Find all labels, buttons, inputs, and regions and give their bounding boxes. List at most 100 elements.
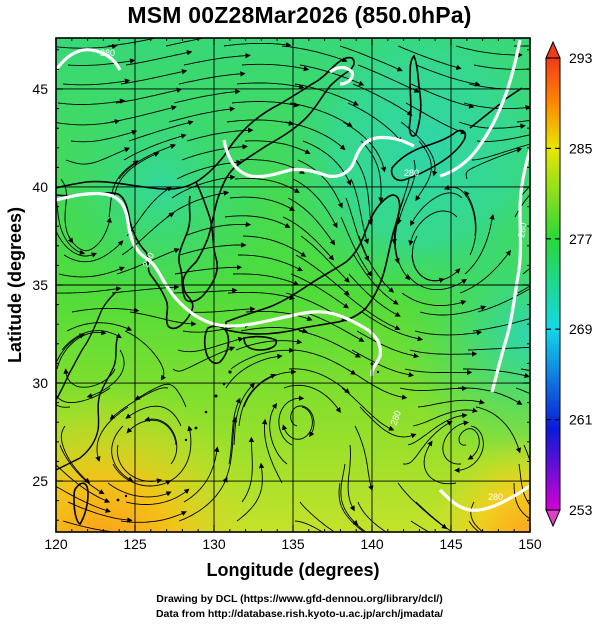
streamline	[179, 242, 247, 256]
streamline	[172, 346, 236, 372]
streamline	[346, 368, 408, 400]
streamline	[397, 482, 448, 530]
colorbar-min-arrow	[545, 509, 561, 528]
streamline	[56, 229, 97, 258]
streamline	[415, 140, 432, 202]
x-tick-label: 130	[202, 536, 226, 552]
streamline	[410, 83, 475, 109]
x-tick-label: 145	[439, 536, 463, 552]
x-tick-label: 120	[44, 536, 68, 552]
streamline	[297, 159, 343, 209]
streamline	[290, 273, 350, 309]
streamline	[293, 349, 357, 375]
streamline	[340, 216, 373, 277]
streamline	[238, 373, 277, 427]
streamline	[476, 132, 530, 142]
streamline	[407, 412, 468, 446]
coastline-honshu	[225, 194, 401, 335]
streamline	[226, 119, 295, 126]
streamline	[56, 286, 122, 294]
streamline	[183, 52, 251, 66]
streamline	[408, 210, 458, 246]
streamline	[261, 418, 283, 484]
streamline	[423, 440, 457, 485]
streamline	[357, 501, 387, 532]
streamline	[108, 160, 139, 218]
streamline	[459, 250, 511, 294]
streamline	[66, 322, 133, 332]
y-tick-label: 25	[32, 473, 48, 489]
colorbar: 293 285 277 269 261 253	[545, 40, 593, 528]
y-axis: 25 30 35 40 45	[32, 49, 530, 521]
streamline	[401, 292, 467, 306]
streamline	[303, 311, 365, 342]
streamline	[242, 235, 307, 257]
streamline	[178, 476, 228, 522]
streamline	[58, 266, 125, 278]
streamline	[415, 64, 481, 87]
streamline	[299, 64, 365, 86]
streamline	[443, 184, 476, 237]
streamline	[107, 38, 158, 47]
streamline	[515, 387, 530, 395]
streamline	[224, 215, 291, 228]
contour-label: 280	[404, 168, 419, 178]
streamline	[70, 129, 138, 143]
streamline	[111, 425, 134, 482]
streamline	[281, 406, 313, 440]
streamline	[352, 520, 367, 532]
streamline	[361, 311, 424, 342]
streamline	[402, 420, 453, 465]
streamline	[126, 186, 173, 237]
streamline	[394, 197, 405, 264]
streamline	[357, 64, 420, 93]
streamline	[227, 291, 295, 301]
streamline	[125, 488, 190, 505]
y-axis-label: Latitude (degrees)	[5, 207, 25, 363]
streamline	[120, 69, 188, 85]
streamline	[238, 254, 303, 272]
streamline	[513, 482, 530, 520]
streamline	[60, 178, 74, 244]
streamline	[56, 404, 71, 408]
streamline	[225, 353, 283, 389]
coastline-sakhalin	[408, 54, 422, 137]
x-tick-label: 140	[360, 536, 384, 552]
y-tick-label: 40	[32, 179, 48, 195]
streamline	[463, 102, 530, 111]
streamline	[345, 197, 369, 262]
coastline-shikoku	[243, 335, 278, 351]
streamline	[171, 174, 236, 199]
streamline	[107, 482, 172, 498]
contour-280	[56, 39, 530, 512]
streamline	[236, 462, 265, 522]
streamline	[168, 106, 236, 123]
streamline	[300, 235, 350, 283]
streamline	[67, 58, 136, 66]
streamline	[290, 405, 315, 438]
streamline	[347, 102, 402, 143]
streamline	[458, 428, 480, 460]
streamline	[284, 121, 346, 151]
contour-label: 280	[100, 48, 115, 58]
streamline	[294, 520, 324, 532]
streamline	[144, 416, 178, 465]
streamline	[394, 216, 411, 281]
colorbar-label: 293	[569, 50, 593, 66]
streamline	[56, 329, 107, 370]
streamline	[352, 83, 413, 116]
x-axis: 120 125 130 135 140 145 150	[44, 38, 542, 552]
streamline	[243, 369, 297, 408]
streamline	[56, 464, 111, 503]
streamline	[59, 444, 105, 495]
streamline	[120, 511, 187, 523]
streamline	[467, 344, 530, 351]
streamline	[110, 105, 177, 123]
streamline	[412, 407, 478, 427]
streamline	[410, 520, 430, 532]
streamline	[56, 197, 86, 255]
streamline	[187, 306, 256, 313]
streamline	[223, 42, 292, 48]
streamline	[442, 420, 470, 465]
contour-label: 280	[516, 222, 528, 239]
